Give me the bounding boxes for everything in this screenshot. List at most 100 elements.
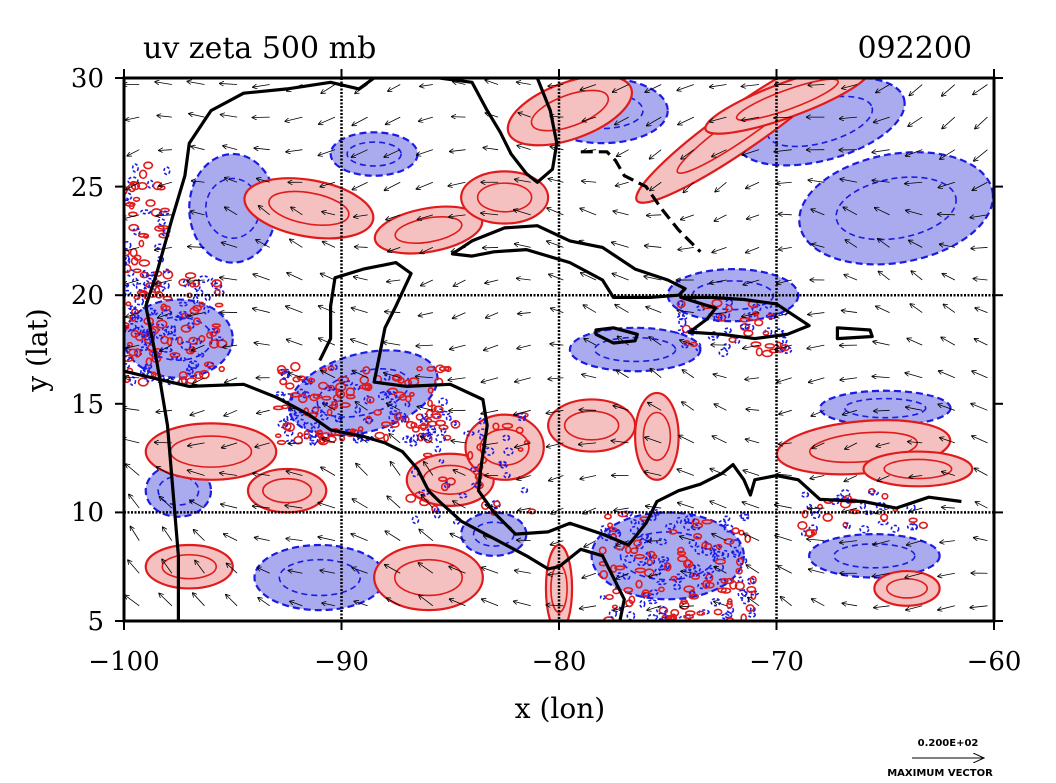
negative-vorticity-contour-inner (835, 176, 957, 241)
wind-vector (842, 409, 858, 414)
wind-vector (872, 150, 890, 153)
positive-speckle (734, 581, 745, 591)
wind-vector (517, 145, 531, 151)
wind-vector (613, 406, 629, 411)
negative-speckle (630, 518, 637, 525)
negative-speckle (195, 289, 204, 297)
positive-speckle (297, 432, 304, 438)
wind-vector (226, 563, 238, 574)
positive-speckle (711, 298, 723, 308)
positive-vorticity-contour-inner (161, 553, 218, 580)
wind-vector (550, 146, 564, 151)
wind-vector (187, 247, 205, 248)
wind-vector (514, 244, 531, 248)
positive-speckle (282, 422, 292, 431)
wind-vector (648, 402, 662, 411)
wind-vector (943, 304, 956, 313)
positive-speckle (303, 430, 310, 440)
y-tick-label: 20 (71, 281, 104, 311)
positive-vorticity-contour (373, 543, 484, 612)
negative-speckle (138, 331, 150, 338)
wind-vector (286, 339, 303, 346)
positive-speckle (362, 366, 371, 375)
negative-speckle (718, 348, 729, 358)
vector-legend: 0.200E+02 MAXIMUM VECTOR (887, 738, 993, 779)
negative-speckle (178, 301, 188, 307)
positive-speckle (450, 419, 461, 429)
positive-speckle (424, 417, 433, 423)
wind-vector (351, 339, 368, 346)
positive-speckle (663, 562, 672, 572)
negative-speckle (282, 417, 289, 427)
wind-vector (645, 437, 662, 444)
positive-speckle (297, 393, 308, 404)
negative-speckle (124, 328, 125, 331)
negative-speckle (739, 323, 750, 330)
negative-speckle (132, 227, 141, 236)
y-tick-label: 25 (71, 173, 104, 203)
wind-vector (709, 279, 727, 283)
positive-speckle (713, 608, 723, 616)
wind-vector (972, 371, 988, 379)
x-tick-label: −70 (749, 647, 804, 677)
wind-vector (424, 461, 434, 476)
wind-vector (776, 182, 792, 183)
negative-speckle (207, 328, 219, 334)
positive-speckle (417, 424, 429, 430)
wind-vector (195, 560, 205, 574)
wind-vector (159, 496, 173, 509)
positive-speckle (211, 279, 223, 288)
coastline-hispaniola (679, 295, 811, 341)
negative-speckle (143, 363, 153, 370)
wind-vector (712, 436, 727, 444)
wind-vector (743, 533, 760, 541)
wind-vector (352, 568, 368, 574)
positive-speckle (683, 585, 695, 593)
negative-speckle (677, 300, 684, 307)
wind-vector (385, 116, 401, 124)
negative-speckle (156, 334, 164, 340)
wind-vector (647, 605, 662, 611)
negative-speckle (133, 314, 140, 320)
positive-speckle (112, 363, 120, 370)
wind-vector (808, 85, 825, 86)
wind-vector (742, 149, 760, 155)
wind-vector (420, 279, 434, 286)
wind-vector (774, 150, 792, 152)
negative-speckle (179, 356, 187, 362)
wind-vector (518, 113, 531, 118)
wind-vector (254, 343, 270, 345)
wind-vector (187, 81, 205, 85)
wind-vector (219, 83, 238, 84)
wind-vector (615, 181, 629, 186)
positive-speckle (176, 336, 183, 346)
positive-speckle (189, 306, 200, 315)
positive-speckle (438, 424, 449, 431)
wind-vector (873, 540, 890, 545)
negative-speckle (676, 329, 685, 335)
positive-speckle (309, 393, 320, 402)
negative-speckle (362, 417, 374, 423)
positive-speckle (501, 422, 514, 429)
negative-speckle (623, 573, 631, 581)
negative-speckle (342, 380, 354, 387)
wind-vector (745, 181, 760, 188)
wind-vector (909, 507, 923, 512)
wind-vector (548, 573, 564, 574)
wind-vector (680, 536, 694, 542)
wind-vector (939, 244, 955, 248)
wind-vector (190, 211, 205, 216)
wind-vector (648, 572, 662, 576)
positive-speckle (408, 391, 415, 397)
wind-vector (840, 179, 858, 183)
wind-vector (712, 247, 727, 252)
negative-vorticity-contour (329, 131, 419, 177)
negative-speckle (400, 415, 407, 424)
positive-speckle (598, 546, 607, 555)
wind-vector (159, 150, 172, 151)
wind-vector (154, 442, 172, 443)
positive-speckle (115, 280, 120, 286)
positive-speckle (731, 527, 740, 535)
positive-speckle (440, 482, 449, 492)
wind-vector (743, 470, 760, 476)
